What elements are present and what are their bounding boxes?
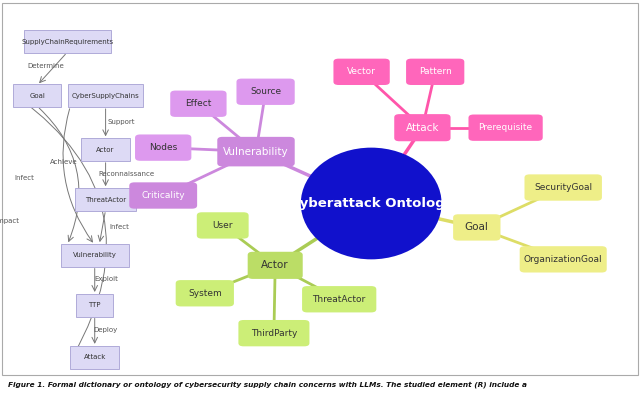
Ellipse shape [301, 148, 442, 259]
Text: ThreatActor: ThreatActor [85, 196, 126, 203]
FancyBboxPatch shape [81, 138, 130, 161]
Text: Source: Source [250, 87, 281, 96]
FancyBboxPatch shape [239, 320, 310, 346]
Text: ThirdParty: ThirdParty [251, 329, 297, 338]
Text: CyberSupplyChains: CyberSupplyChains [72, 93, 140, 99]
FancyBboxPatch shape [406, 59, 465, 85]
FancyBboxPatch shape [453, 214, 500, 241]
FancyBboxPatch shape [248, 252, 303, 279]
FancyBboxPatch shape [333, 59, 390, 85]
Text: Nodes: Nodes [149, 143, 177, 152]
Text: User: User [212, 221, 233, 230]
Text: Exploit: Exploit [94, 276, 118, 282]
FancyBboxPatch shape [68, 84, 143, 107]
FancyBboxPatch shape [394, 114, 451, 141]
Text: Deploy: Deploy [93, 327, 118, 334]
Text: Goal: Goal [465, 222, 489, 233]
Text: Infect: Infect [14, 174, 35, 181]
Text: Effect: Effect [185, 99, 212, 108]
FancyBboxPatch shape [175, 280, 234, 306]
FancyBboxPatch shape [468, 115, 543, 141]
Text: TTP: TTP [88, 302, 101, 308]
FancyBboxPatch shape [135, 134, 191, 161]
FancyBboxPatch shape [76, 294, 113, 317]
Text: Vulnerability: Vulnerability [223, 146, 289, 157]
Text: Criticality: Criticality [141, 191, 185, 200]
FancyBboxPatch shape [75, 188, 136, 211]
FancyBboxPatch shape [525, 174, 602, 201]
Text: Attack: Attack [84, 354, 106, 360]
Text: Achieve: Achieve [50, 158, 78, 165]
Text: Actor: Actor [261, 260, 289, 271]
FancyBboxPatch shape [61, 244, 129, 267]
Text: Actor: Actor [97, 146, 115, 153]
Text: SecurityGoal: SecurityGoal [534, 183, 592, 192]
FancyBboxPatch shape [197, 212, 249, 239]
Text: Goal: Goal [29, 93, 45, 99]
Text: ThreatActor: ThreatActor [312, 295, 366, 304]
FancyBboxPatch shape [237, 79, 295, 105]
Text: OrganizationGoal: OrganizationGoal [524, 255, 602, 264]
Text: System: System [188, 289, 221, 298]
Text: Reconnaissance: Reconnaissance [98, 171, 154, 178]
Text: Vector: Vector [347, 67, 376, 76]
FancyBboxPatch shape [520, 246, 607, 273]
FancyBboxPatch shape [302, 286, 376, 312]
Text: SupplyChainRequirements: SupplyChainRequirements [21, 39, 113, 45]
Text: Cyberattack Ontology: Cyberattack Ontology [289, 197, 453, 210]
Text: Pattern: Pattern [419, 67, 452, 76]
Text: Determine: Determine [28, 63, 65, 69]
Text: Vulnerability: Vulnerability [73, 252, 116, 259]
Text: Attack: Attack [406, 122, 439, 133]
Text: Infect: Infect [109, 223, 130, 230]
FancyBboxPatch shape [218, 137, 295, 166]
FancyBboxPatch shape [13, 84, 61, 107]
Text: Support: Support [108, 119, 135, 125]
FancyBboxPatch shape [24, 30, 111, 53]
FancyBboxPatch shape [2, 3, 638, 375]
FancyBboxPatch shape [129, 182, 197, 209]
FancyBboxPatch shape [70, 346, 119, 369]
Text: Figure 1. Formal dictionary or ontology of cybersecurity supply chain concerns w: Figure 1. Formal dictionary or ontology … [8, 381, 527, 388]
Text: Impact: Impact [0, 218, 20, 225]
Text: Prerequisite: Prerequisite [479, 123, 532, 132]
FancyBboxPatch shape [170, 91, 227, 117]
